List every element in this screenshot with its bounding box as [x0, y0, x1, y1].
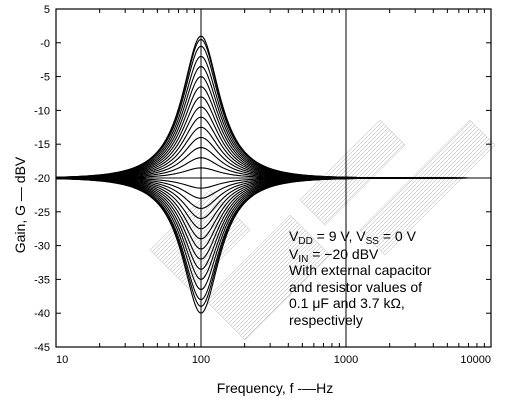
watermark-band	[359, 119, 496, 256]
response-curve	[55, 45, 491, 179]
x-tick-label: 1000	[334, 354, 358, 366]
x-tick-label: 10000	[460, 354, 491, 366]
annotation-line-6: respectively	[289, 312, 363, 328]
response-curves	[55, 35, 491, 314]
annotation-line-4: and resistor values of	[289, 279, 422, 295]
y-tick-label: -0	[40, 38, 50, 50]
response-curve	[55, 35, 491, 179]
x-axis-label: Frequency, f -—Hz	[217, 380, 333, 396]
response-curve	[55, 38, 491, 179]
y-tick-label: 5	[44, 4, 50, 16]
x-tick-labels: 10 100 1000 10000	[56, 9, 491, 366]
x-tick-label: 100	[192, 354, 210, 366]
annotation-line-3: With external capacitor	[289, 262, 432, 278]
watermark-band	[204, 214, 331, 341]
watermark-band	[299, 119, 406, 226]
conditions-annotation: VDD = 9 V, VSS = 0 V VIN = −20 dBV With …	[289, 228, 432, 328]
response-curve	[55, 177, 491, 314]
response-curve	[55, 65, 491, 179]
annotation-line-1: VDD = 9 V, VSS = 0 V	[289, 228, 417, 247]
response-curve	[55, 76, 491, 179]
x-tick-label: 10	[56, 354, 68, 366]
y-tick-label: -30	[34, 241, 50, 253]
annotation-line-5: 0.1 μF and 3.7 kΩ,	[289, 295, 405, 311]
y-tick-label: -45	[34, 342, 50, 354]
y-tick-label: -20	[34, 173, 50, 185]
y-tick-label: -35	[34, 274, 50, 286]
annotation-line-2: VIN = −20 dBV	[289, 246, 379, 265]
y-tick-label: -25	[34, 207, 50, 219]
watermark	[149, 119, 496, 341]
y-tick-labels: 5 -0 -5 -10 -15 -20 -25 -30 -35 -40 -45	[34, 4, 491, 354]
response-curve	[55, 55, 491, 179]
y-tick-label: -5	[40, 72, 50, 84]
y-tick-label: -40	[34, 308, 50, 320]
y-tick-label: -15	[34, 139, 50, 151]
y-axis-label: Gain, G — dBV	[12, 156, 28, 253]
y-tick-label: -10	[34, 105, 50, 117]
